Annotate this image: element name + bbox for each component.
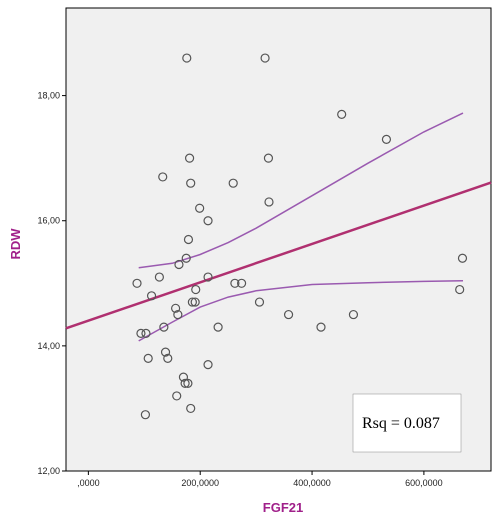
data-point (230, 278, 240, 288)
data-point (159, 322, 169, 332)
data-point (283, 309, 294, 320)
data-point (132, 278, 142, 288)
data-point (337, 109, 347, 119)
data-point (180, 378, 190, 389)
data-point (381, 134, 392, 144)
y-tick-label: 18,00 (37, 91, 60, 101)
x-tick-label: 200,0000 (181, 478, 219, 488)
data-point (136, 328, 146, 338)
data-point (143, 353, 153, 363)
y-tick-label: 14,00 (37, 341, 60, 351)
data-point (457, 253, 468, 263)
data-point (455, 284, 465, 295)
data-point (213, 322, 223, 332)
x-tick-label: ,0000 (77, 478, 100, 488)
x-axis-title: FGF21 (263, 500, 303, 515)
data-point (146, 291, 157, 301)
data-point (141, 328, 151, 338)
data-point (191, 284, 201, 295)
data-point (163, 353, 173, 363)
x-tick-label: 400,0000 (293, 478, 331, 488)
rsq-annotation: Rsq = 0.087 (362, 415, 440, 432)
data-point (236, 278, 247, 288)
data-point (195, 203, 205, 213)
data-point (348, 309, 359, 320)
data-point (154, 272, 164, 282)
fit-line-layer (65, 181, 492, 330)
data-point (172, 391, 182, 401)
y-axis-title: RDW (8, 228, 23, 260)
fit-line (65, 181, 492, 330)
y-tick-label: 12,00 (37, 466, 60, 476)
data-point (184, 153, 195, 163)
data-point (182, 53, 192, 63)
y-tick-label: 16,00 (37, 216, 60, 226)
x-tick-label: 600,0000 (405, 478, 443, 488)
data-point (187, 297, 197, 307)
data-point (173, 309, 183, 320)
data-point (178, 372, 189, 382)
data-points (132, 53, 468, 420)
data-point (186, 403, 196, 414)
data-point (171, 303, 181, 313)
y-tick-labels: 12,00 14,00 16,00 18,00 (37, 91, 60, 476)
data-point (260, 53, 270, 63)
data-point (203, 272, 213, 282)
data-point (190, 297, 200, 307)
rsq-box (352, 393, 462, 453)
data-point (203, 360, 213, 370)
data-point (203, 216, 213, 226)
data-point (263, 153, 274, 163)
data-point (181, 253, 191, 263)
data-point (186, 178, 196, 188)
x-tick-labels: ,0000 200,0000 400,0000 600,0000 (77, 478, 443, 488)
data-point (316, 322, 326, 332)
data-point (160, 347, 171, 357)
axis-ticks (62, 95, 425, 475)
data-point (228, 178, 238, 188)
data-point (140, 410, 151, 420)
data-point (183, 378, 193, 389)
data-point (264, 197, 274, 207)
data-point (254, 297, 265, 307)
data-point (183, 234, 194, 245)
data-point (174, 259, 184, 270)
ci-upper-line (138, 112, 464, 269)
data-point (158, 172, 168, 182)
